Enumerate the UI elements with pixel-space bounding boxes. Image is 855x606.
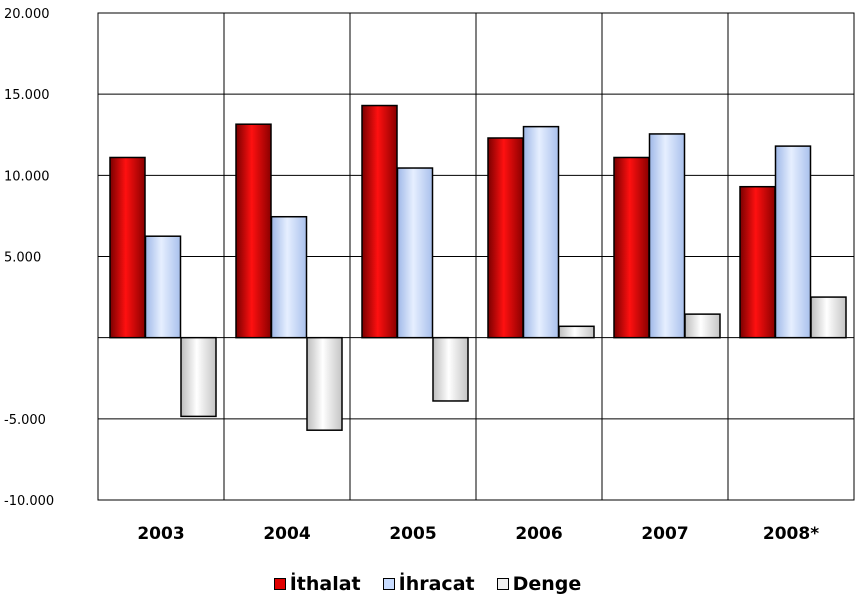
y-tick-label: 20.000	[4, 7, 50, 22]
x-tick-label: 2007	[641, 524, 688, 544]
bar	[235, 123, 272, 339]
bar	[396, 167, 434, 339]
chart: 20.000 15.000 10.000 5.000 -5.000 -10.000 200…	[4, 7, 855, 544]
x-tick-label: 2005	[389, 524, 436, 544]
bar	[810, 296, 847, 339]
bar	[774, 145, 812, 339]
x-tick-label: 2008*	[763, 524, 819, 544]
bar	[306, 336, 343, 431]
x-axis-ticks: 2003 2004 2005 2006 2007 2008*	[137, 524, 819, 544]
y-tick-label: -10.000	[4, 494, 54, 509]
bar	[180, 336, 217, 418]
y-axis-ticks: 20.000 15.000 10.000 5.000 -5.000 -10.000	[4, 7, 54, 509]
legend-label: İhracat	[398, 573, 475, 595]
bar	[684, 313, 721, 339]
bar	[109, 156, 146, 339]
bar	[144, 235, 182, 339]
y-tick-label: 10.000	[4, 169, 50, 184]
x-tick-label: 2003	[137, 524, 184, 544]
legend-item: İhracat	[382, 573, 475, 595]
bar	[361, 104, 398, 339]
bar	[270, 215, 308, 339]
legend-label: İthalat	[289, 573, 361, 595]
legend-swatch	[382, 578, 395, 590]
bar	[648, 133, 686, 339]
bar	[739, 185, 776, 339]
legend-label: Denge	[512, 573, 582, 595]
grid	[97, 12, 855, 501]
x-tick-label: 2006	[515, 524, 562, 544]
legend-swatch	[273, 578, 286, 590]
legend: İthalat İhracat Denge	[0, 573, 855, 595]
legend-item: Denge	[496, 573, 582, 595]
y-tick-label: -5.000	[4, 413, 46, 428]
legend-item: İthalat	[273, 573, 361, 595]
bars	[109, 104, 847, 431]
bar	[522, 125, 560, 339]
legend-swatch	[496, 578, 509, 590]
y-tick-label: 15.000	[4, 88, 50, 103]
bar	[558, 325, 595, 339]
x-tick-label: 2004	[263, 524, 310, 544]
y-tick-label: 5.000	[4, 251, 41, 266]
bar	[432, 336, 469, 402]
bar	[613, 156, 650, 339]
bar	[487, 137, 524, 339]
